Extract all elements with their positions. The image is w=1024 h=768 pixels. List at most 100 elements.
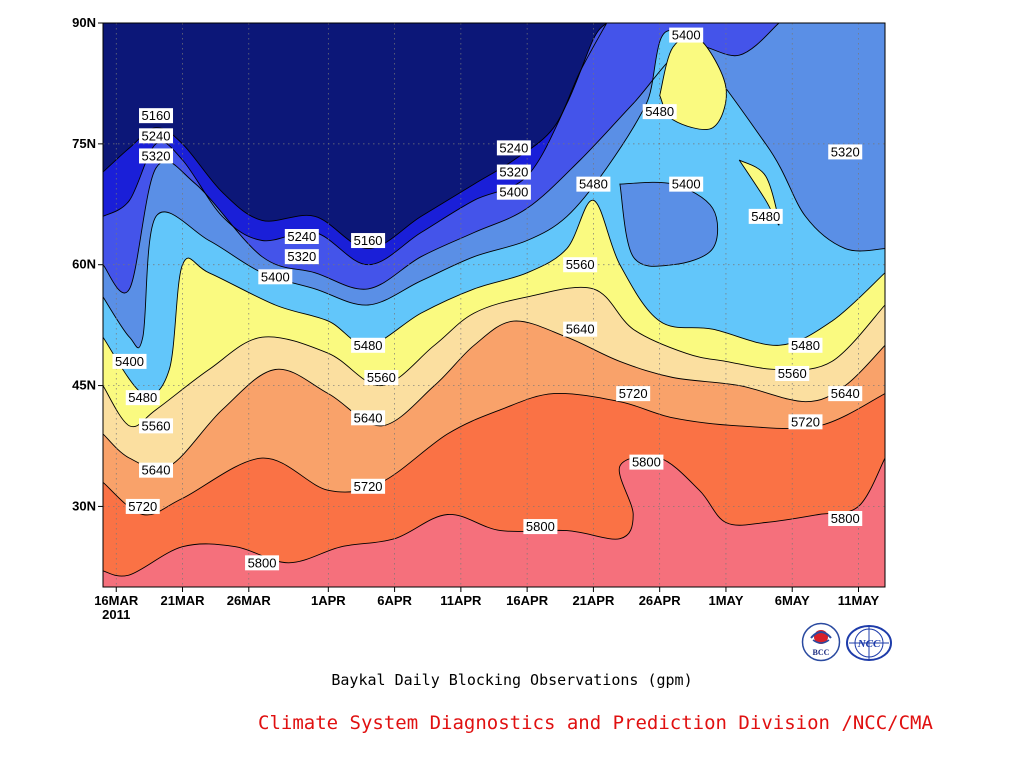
x-tick-label: 1APR <box>311 593 346 608</box>
bcc-logo: BCC <box>801 622 841 662</box>
contour-label: 5720 <box>128 499 157 514</box>
credit-line: Climate System Diagnostics and Predictio… <box>258 712 933 734</box>
contour-label-box <box>245 555 280 571</box>
contour-label: 5720 <box>791 414 820 429</box>
contour-label: 5240 <box>287 229 316 244</box>
contour-line-5720 <box>103 392 885 516</box>
contour-line-5160 <box>103 23 608 250</box>
contour-label: 5400 <box>672 28 701 43</box>
contour-label: 5400 <box>261 269 290 284</box>
plot-frame <box>102 22 886 588</box>
contour-line-5560 <box>103 286 885 428</box>
contour-label: 5800 <box>248 555 277 570</box>
contour-label: 5480 <box>645 104 674 119</box>
axes: 30N 45N 60N 75N 90N 16MAR 21MAR 26MAR 1APR 6APR 11… <box>72 15 879 622</box>
contour-label-box <box>284 249 319 265</box>
contour-label-box <box>523 519 558 535</box>
chart-caption: Baykal Daily Blocking Observations (gpm) <box>331 671 693 689</box>
ncc-logo: NCC <box>845 624 893 662</box>
contour-label: 5720 <box>354 479 383 494</box>
contour-label: 5720 <box>619 386 648 401</box>
contour-label-box <box>828 511 863 527</box>
contour-label: 5320 <box>142 148 171 163</box>
contour-label: 5480 <box>128 390 157 405</box>
contour-label: 5640 <box>831 386 860 401</box>
contour-label-box <box>112 353 147 369</box>
contour-label: 5400 <box>672 177 701 192</box>
contour-label: 5160 <box>354 233 383 248</box>
contour-label-box <box>364 370 399 386</box>
contour-label-box <box>284 229 319 245</box>
contour-label: 5800 <box>526 519 555 534</box>
contour-label-box <box>828 144 863 160</box>
contour-label: 5480 <box>354 338 383 353</box>
contour-label: 5640 <box>354 410 383 425</box>
contour-label: 5640 <box>566 322 595 337</box>
contour-island-2 <box>738 159 780 226</box>
contour-label: 5320 <box>831 144 860 159</box>
contour-line-5320 <box>103 23 780 294</box>
contour-label: 5240 <box>499 140 528 155</box>
bcc-logo-text: BCC <box>813 648 830 657</box>
contour-label-box <box>496 184 531 200</box>
contour-line-5800 <box>103 455 885 577</box>
x-tick-label: 6APR <box>377 593 412 608</box>
x-tick-label: 21MAR <box>160 593 205 608</box>
contour-label-box <box>351 410 386 426</box>
y-tick-label: 30N <box>72 498 96 513</box>
contour-label: 5560 <box>778 366 807 381</box>
contour-labels: 5160 5240 5320 5240 5160 5320 5400 5400 5480 5560… <box>112 28 863 571</box>
contour-label-box <box>788 414 823 430</box>
contour-label-box <box>351 233 386 249</box>
contour-label-box <box>748 208 783 224</box>
x-tick-label: 11APR <box>440 593 482 608</box>
contour-label-box <box>788 337 823 353</box>
y-tick-label: 60N <box>72 257 96 272</box>
contour-line-5640 <box>103 320 885 470</box>
contour-label: 5560 <box>142 418 171 433</box>
contour-label: 5480 <box>751 209 780 224</box>
contour-label-box <box>125 390 160 406</box>
contour-label: 5560 <box>367 370 396 385</box>
contour-label: 5240 <box>142 128 171 143</box>
contour-label: 5320 <box>499 165 528 180</box>
contour-label-box <box>258 269 293 285</box>
contour-label-box <box>629 454 664 470</box>
x-tick-label: 16APR <box>506 593 549 608</box>
contour-label-box <box>125 498 160 514</box>
contour-label-box <box>139 128 174 144</box>
contour-label-box <box>563 257 598 273</box>
x-tick-label: 11MAY <box>838 593 880 608</box>
x-tick-label: 26MAR <box>227 593 272 608</box>
plot-area <box>103 23 885 587</box>
ncc-logo-text: NCC <box>857 638 881 650</box>
contour-label-box <box>563 321 598 337</box>
contour-label-box <box>139 418 174 434</box>
contour-label-box <box>669 176 704 192</box>
x-tick-label: 1MAY <box>708 593 743 608</box>
contour-label: 5560 <box>566 257 595 272</box>
contour-label-box <box>139 148 174 164</box>
contour-label: 5480 <box>791 338 820 353</box>
contour-label-box <box>496 164 531 180</box>
contour-label-box <box>351 478 386 494</box>
contour-label-box <box>496 140 531 156</box>
contour-label-box <box>775 365 810 381</box>
x-tick-label: 21APR <box>572 593 615 608</box>
contour-label: 5640 <box>142 463 171 478</box>
contour-label: 5400 <box>499 185 528 200</box>
contour-label: 5800 <box>632 455 661 470</box>
x-tick-label: 26APR <box>639 593 682 608</box>
contour-label: 5320 <box>287 249 316 264</box>
x-year-label: 2011 <box>102 607 130 622</box>
contour-label-box <box>576 176 611 192</box>
x-tick-label: 6MAY <box>775 593 810 608</box>
contour-label: 5400 <box>115 354 144 369</box>
x-tick-label: 16MAR <box>94 593 139 608</box>
contour-label: 5160 <box>142 108 171 123</box>
contour-label-box <box>351 337 386 353</box>
contour-label-box <box>828 386 863 402</box>
contour-label: 5480 <box>579 177 608 192</box>
band-5800 <box>103 456 885 587</box>
